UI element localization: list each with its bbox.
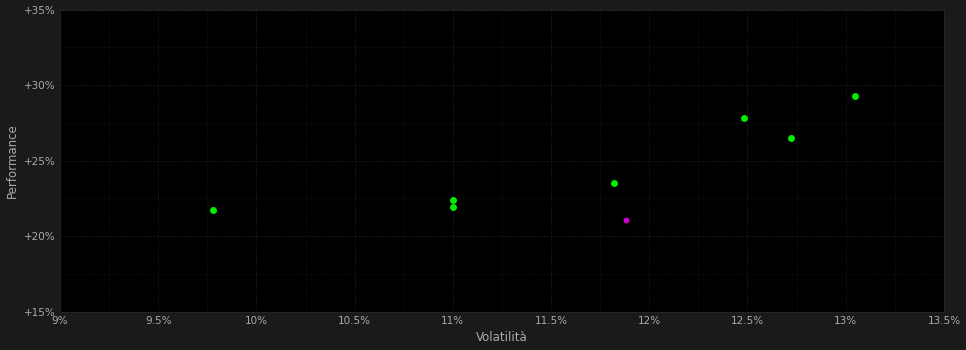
Point: [783, 135, 799, 141]
X-axis label: Volatilità: Volatilità: [476, 331, 527, 344]
Point: [206, 208, 221, 213]
Point: [848, 93, 864, 98]
Y-axis label: Performance: Performance: [6, 123, 18, 198]
Point: [618, 217, 634, 222]
Point: [736, 116, 752, 121]
Point: [607, 181, 622, 186]
Point: [445, 205, 461, 210]
Point: [445, 197, 461, 203]
